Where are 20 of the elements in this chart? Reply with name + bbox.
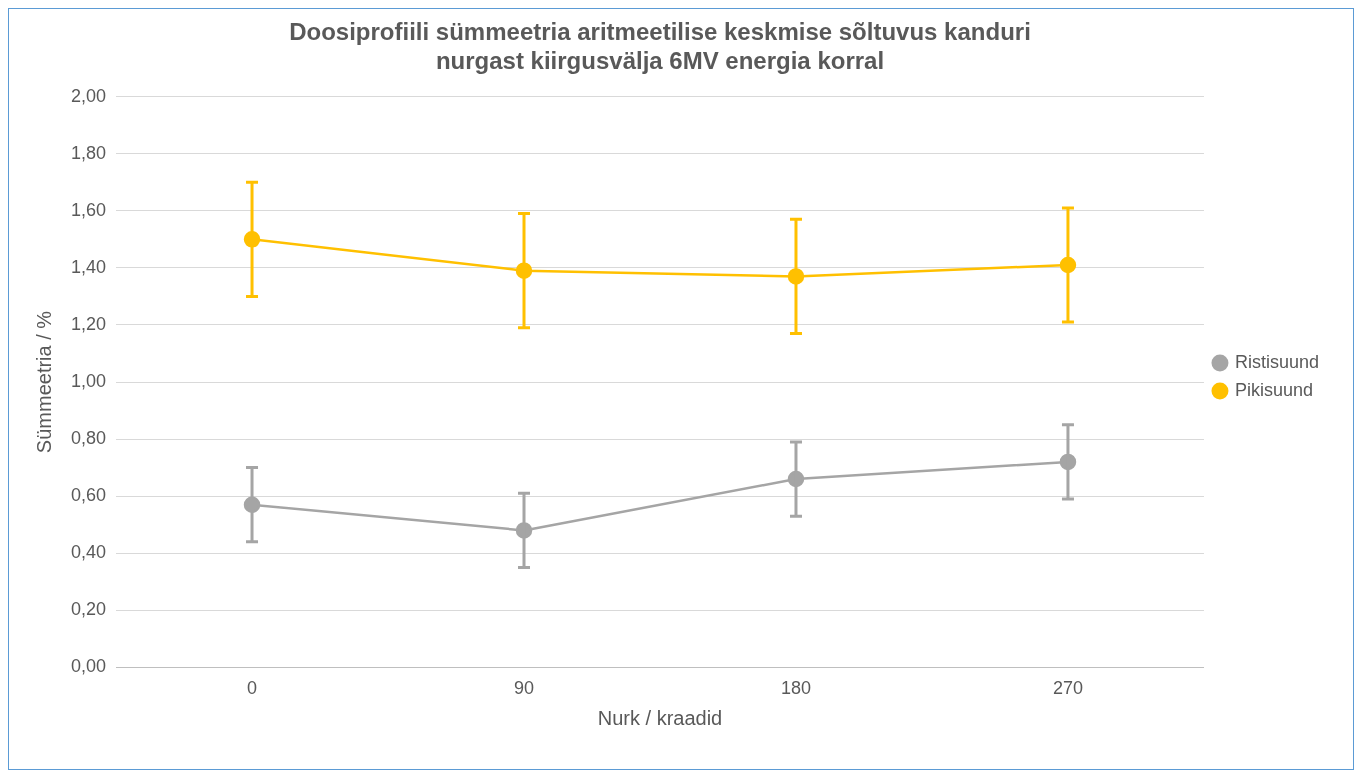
- x-tick-label: 180: [780, 678, 812, 699]
- y-tick-label: 1,60: [70, 199, 107, 220]
- y-tick-label: 0,60: [70, 485, 107, 506]
- x-tick-label: 90: [513, 678, 535, 699]
- x-tick-label: 270: [1052, 678, 1083, 699]
- legend-label: Ristisuund: [1234, 351, 1320, 372]
- y-tick-label: 0,00: [70, 656, 107, 677]
- y-tick-label: 0,20: [70, 599, 107, 620]
- y-tick-label: 1,40: [70, 256, 107, 277]
- y-tick-label: 1,20: [70, 313, 107, 334]
- x-tick-label: 0: [247, 678, 258, 699]
- y-tick-label: 0,40: [70, 542, 107, 563]
- y-tick-label: 0,80: [70, 428, 107, 449]
- chart-title: Doosiprofiili sümmeetria aritmeetilise keskmise sõltuvus kanduri nurgast kiirgusvälja 6MV energia korral: [289, 18, 1031, 74]
- y-tick-label: 1,80: [70, 142, 107, 163]
- y-tick-label: 1,00: [70, 370, 107, 391]
- legend-label: Pikisuund: [1234, 379, 1314, 400]
- y-axis-title: Sümmeetria / %: [32, 310, 55, 454]
- x-axis-title: Nurk / kraadid: [597, 706, 723, 729]
- y-tick-label: 2,00: [70, 85, 107, 106]
